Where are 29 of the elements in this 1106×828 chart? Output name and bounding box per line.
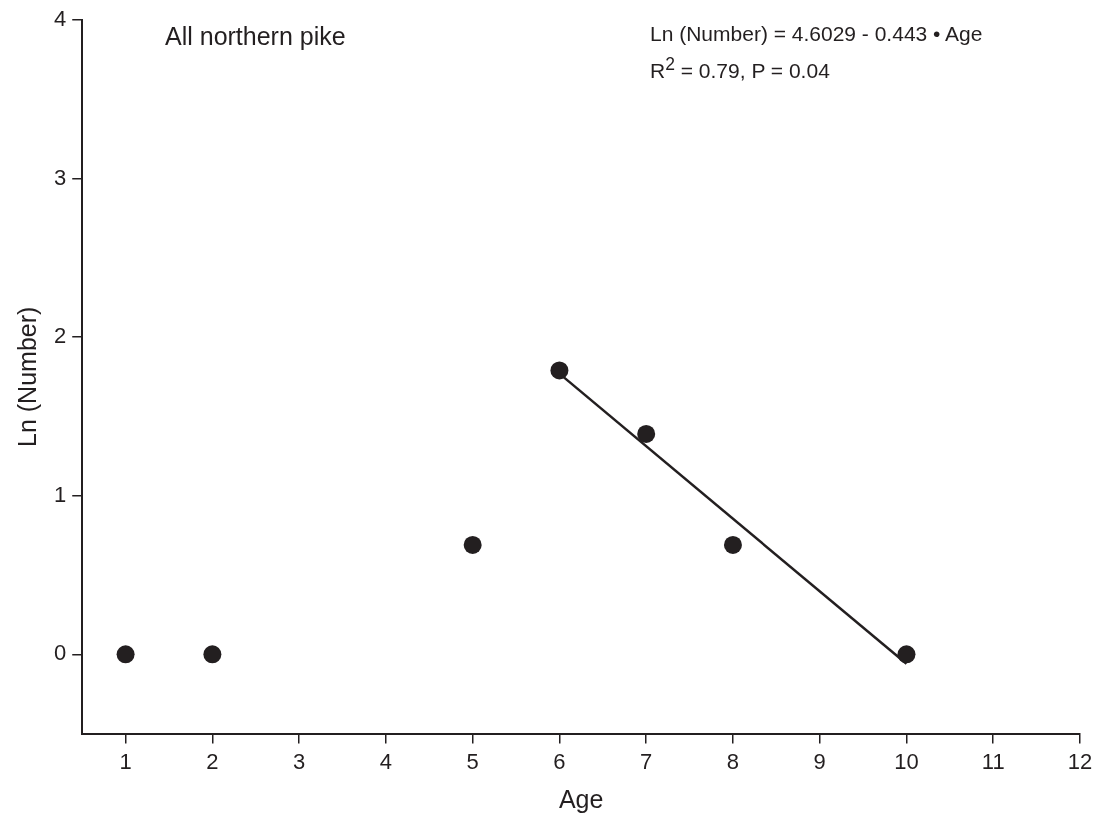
x-tick-label: 11 [981,748,1005,774]
y-tick-label: 3 [53,164,67,190]
point [723,535,742,554]
x-axis-title: Age [558,784,604,813]
annotation: Ln (Number) = 4.6029 - 0.443 • Age [650,22,983,46]
annotation: All northern pike [165,22,346,51]
x-tick-label: 8 [726,748,740,774]
y-tick-label: 1 [53,481,67,507]
y-tick-label: 0 [53,640,67,666]
x-tick-label: 10 [894,748,919,774]
x-tick-label: 3 [293,748,306,774]
y-tick-label: 2 [53,323,67,349]
x-tick-label: 7 [640,748,653,774]
point [203,645,222,664]
point [463,535,482,554]
x-tick-label: 12 [1067,748,1093,774]
y-tick-label: 4 [53,6,67,32]
annotation: R$^{2}$ = 0.79, P = 0.04 [650,54,830,83]
x-tick-label: 2 [206,748,219,774]
x-tick-label: 1 [119,748,132,774]
y-axis-title: Ln (Number) [12,306,41,447]
point [637,424,656,443]
point [550,361,569,380]
point [116,645,135,664]
x-tick-label: 5 [466,748,479,774]
x-tick-label: 9 [813,748,826,774]
x-tick-label: 6 [553,748,566,774]
point [897,645,916,664]
x-tick-label: 4 [379,748,393,774]
